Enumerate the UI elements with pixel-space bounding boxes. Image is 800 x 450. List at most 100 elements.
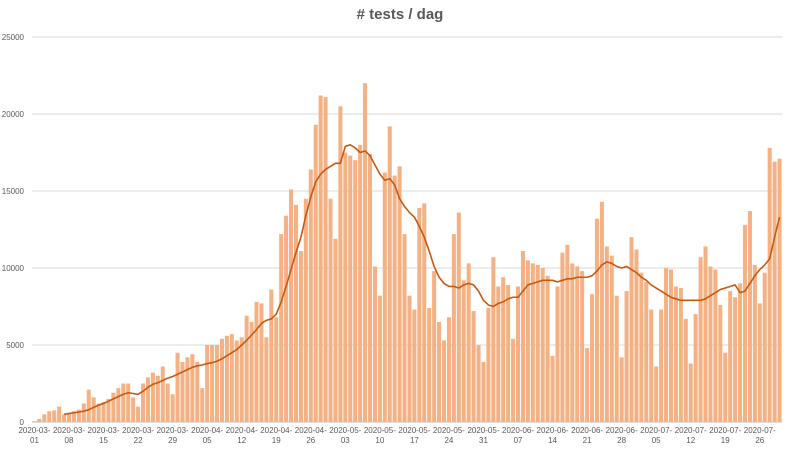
x-tick-label: 14 (548, 436, 557, 445)
bar (506, 284, 511, 422)
x-tick-label: 2020-05- (433, 426, 465, 435)
x-tick-label: 2020-07- (640, 426, 672, 435)
bar (259, 303, 264, 422)
bar (476, 345, 481, 422)
x-tick-label: 2020-03- (157, 426, 189, 435)
bar (205, 345, 210, 422)
bar (654, 366, 659, 422)
x-tick-label: 12 (686, 436, 695, 445)
x-tick-label: 2020-04- (295, 426, 327, 435)
bar (387, 126, 392, 422)
bar (604, 246, 609, 422)
x-tick-label: 08 (65, 436, 74, 445)
bar (456, 212, 461, 422)
bar (234, 340, 239, 422)
bar (289, 189, 294, 422)
x-tick-label: 2020-03- (88, 426, 120, 435)
bar (279, 234, 284, 422)
x-tick-label: 26 (306, 436, 315, 445)
bar (767, 147, 772, 422)
bar (728, 291, 733, 422)
bar (52, 410, 57, 422)
bar (441, 340, 447, 422)
bar (229, 334, 234, 422)
bar (427, 308, 432, 422)
moving-average-line (63, 144, 781, 416)
bar (140, 383, 146, 422)
bar (757, 303, 762, 422)
bar (121, 383, 126, 422)
bar (693, 314, 698, 422)
bar (525, 260, 530, 422)
x-tick-label: 2020-05- (467, 426, 499, 435)
bar (407, 295, 412, 422)
x-tick-label: 2020-06- (502, 426, 534, 435)
bar (491, 257, 496, 422)
x-tick-label: 10 (375, 436, 384, 445)
bar (111, 392, 116, 422)
bar (742, 224, 748, 422)
bar (624, 291, 629, 422)
x-tick-label: 19 (272, 436, 281, 445)
bar (708, 266, 713, 422)
bar (664, 268, 669, 422)
x-tick-label: 2020-05- (329, 426, 361, 435)
bar (718, 304, 723, 422)
bar (155, 375, 160, 422)
bar (249, 321, 254, 422)
bar (106, 398, 111, 422)
bar (777, 158, 782, 422)
bar (372, 266, 377, 422)
x-tick-label: 05 (652, 436, 661, 445)
x-tick-label: 07 (514, 436, 523, 445)
bar (145, 377, 150, 422)
x-tick-label: 28 (617, 436, 626, 445)
bar (634, 249, 639, 422)
bar (738, 283, 743, 422)
bar (42, 414, 47, 422)
y-tick-label: 15000 (2, 187, 25, 196)
x-tick-label: 2020-06- (606, 426, 638, 435)
grid-lines (32, 36, 782, 346)
bar (540, 268, 545, 422)
bar (535, 264, 540, 422)
bar (688, 363, 693, 422)
bar (437, 321, 442, 422)
moving-average-series (63, 144, 781, 416)
x-tick-label: 31 (479, 436, 488, 445)
bar (451, 234, 456, 422)
bar (733, 297, 738, 422)
bar (348, 155, 353, 422)
bar (466, 263, 471, 422)
y-tick-label: 10000 (2, 264, 25, 273)
bar (37, 418, 42, 422)
x-tick-label: 01 (30, 436, 39, 445)
bar (303, 198, 308, 422)
bar (224, 335, 229, 422)
bar (131, 397, 136, 422)
bar (614, 295, 619, 422)
bar (417, 207, 422, 422)
bar (165, 383, 170, 422)
bar (215, 345, 220, 422)
bar (353, 160, 358, 422)
x-tick-label: 2020-05- (398, 426, 430, 435)
bar (195, 361, 200, 422)
bar (47, 411, 52, 422)
bar (91, 397, 96, 422)
bar (101, 401, 106, 422)
bar (367, 154, 373, 423)
x-tick-label: 15 (99, 436, 108, 445)
x-tick-label: 2020-06- (571, 426, 603, 435)
bar (81, 403, 86, 422)
bar (308, 169, 313, 422)
x-tick-label: 21 (583, 436, 592, 445)
bar (644, 281, 649, 422)
bar (599, 201, 604, 422)
bar (585, 348, 590, 422)
chart-title: # tests / dag (356, 6, 444, 23)
bar (501, 277, 506, 422)
bar (180, 361, 185, 422)
bar (555, 286, 560, 422)
x-tick-label: 29 (168, 436, 177, 445)
